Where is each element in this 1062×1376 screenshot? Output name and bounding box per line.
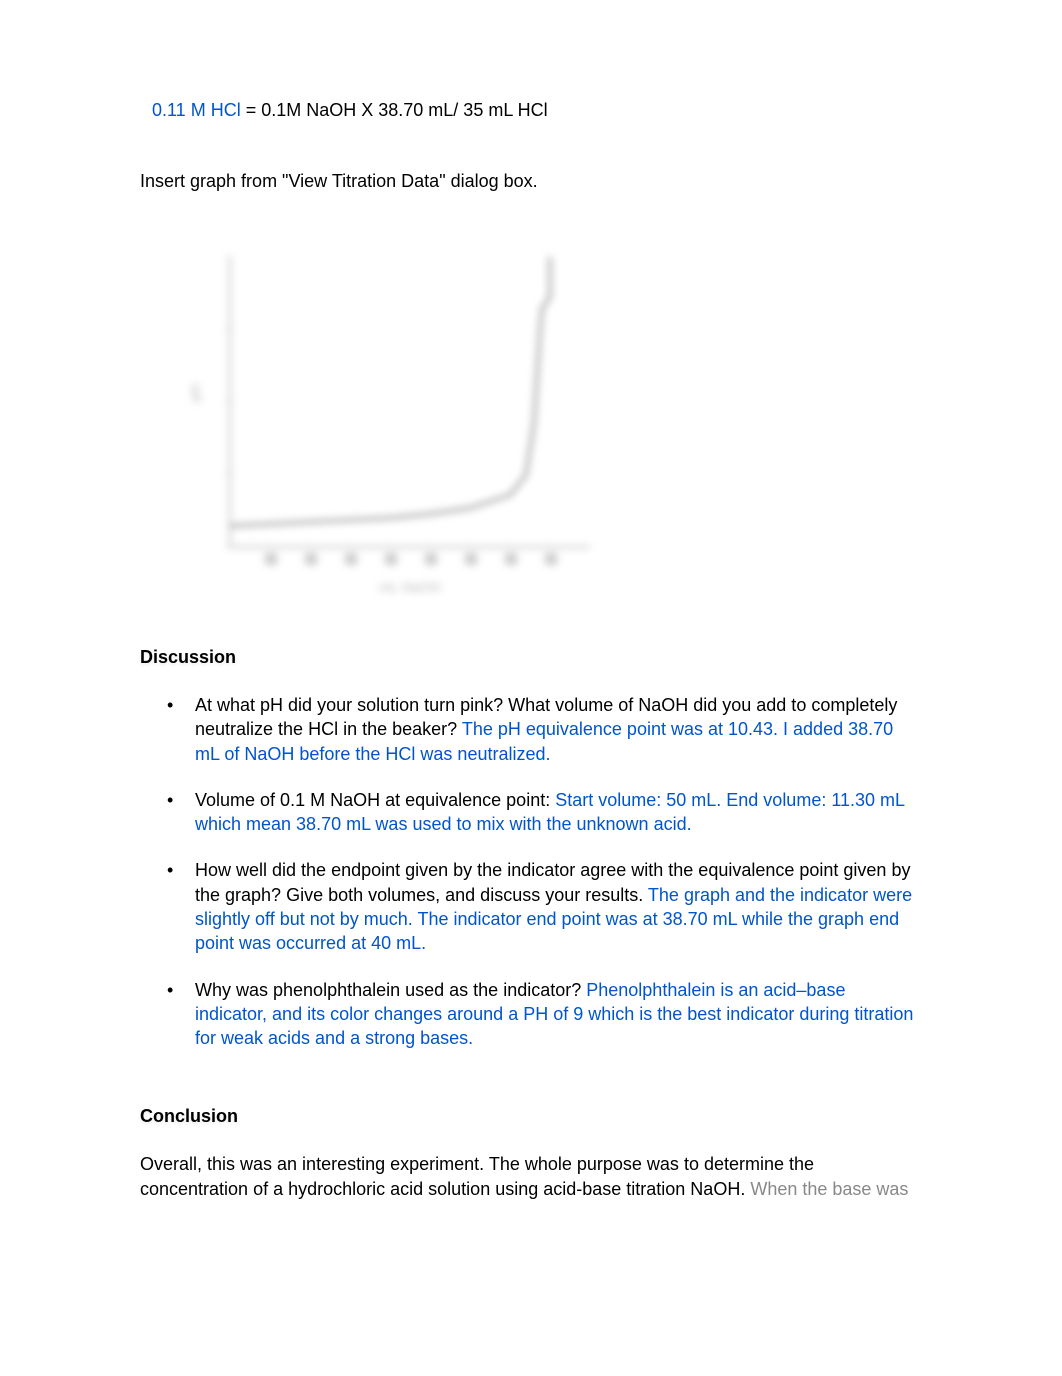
svg-text:pH: pH	[187, 384, 203, 402]
formula-equation: = 0.1M NaOH X 38.70 mL/ 35 mL HCl	[241, 100, 548, 120]
conclusion-heading: Conclusion	[140, 1106, 922, 1127]
discussion-heading: Discussion	[140, 647, 922, 668]
formula-line: 0.11 M HCl = 0.1M NaOH X 38.70 mL/ 35 mL…	[152, 100, 922, 121]
titration-chart: pH mL NaOH	[170, 227, 610, 607]
question-text: Why was phenolphthalein used as the indi…	[195, 980, 586, 1000]
discussion-list: At what pH did your solution turn pink? …	[140, 693, 922, 1051]
discussion-item: At what pH did your solution turn pink? …	[195, 693, 922, 766]
formula-result: 0.11 M HCl	[152, 100, 241, 120]
discussion-item: How well did the endpoint given by the i…	[195, 858, 922, 955]
chart-svg: pH mL NaOH	[170, 227, 610, 607]
question-text: Volume of 0.1 M NaOH at equivalence poin…	[195, 790, 555, 810]
svg-text:mL NaOH: mL NaOH	[379, 579, 441, 595]
conclusion-text: Overall, this was an interesting experim…	[140, 1152, 922, 1202]
conclusion-black: Overall, this was an interesting experim…	[140, 1154, 814, 1199]
conclusion-section: Conclusion Overall, this was an interest…	[140, 1106, 922, 1202]
instruction-text: Insert graph from "View Titration Data" …	[140, 171, 922, 192]
discussion-item: Volume of 0.1 M NaOH at equivalence poin…	[195, 788, 922, 837]
discussion-item: Why was phenolphthalein used as the indi…	[195, 978, 922, 1051]
conclusion-gray: When the base was	[750, 1179, 908, 1199]
